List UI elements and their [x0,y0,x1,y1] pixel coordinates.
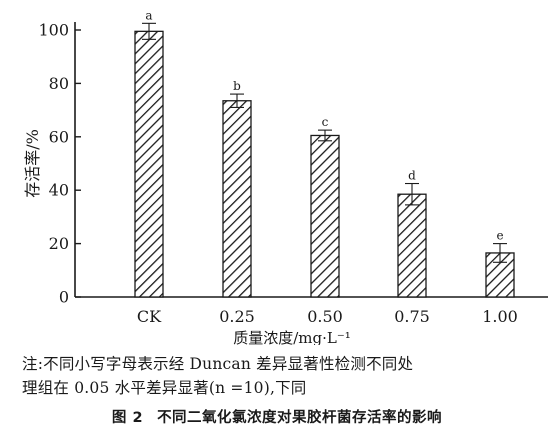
caption-text: 不同二氧化氯浓度对果胶杆菌存活率的影响 [157,410,443,426]
figure-caption: 图 2 不同二氧化氯浓度对果胶杆菌存活率的影响 [0,406,554,427]
y-tick-label: 0 [59,288,69,307]
y-axis-title: 存活率/% [23,129,42,198]
footnote-line-1: 注:不同小写字母表示经 Duncan 差异显著性检测不同处 [22,355,414,373]
x-tick-label: 0.75 [394,307,430,326]
bar [397,193,427,298]
labels-group: 0 20 40 60 80 100 a CK b 0.25 c 0.50 d 0.75 e 1.00 质量浓度/… [23,8,518,345]
significance-letter: a [145,8,152,22]
significance-letter: d [408,169,416,183]
x-axis-title: 质量浓度/mg·L⁻¹ [233,329,351,345]
y-tick-label: 100 [38,21,69,40]
significance-letter: c [322,115,329,129]
bars-group [134,22,515,298]
y-tick-label: 60 [49,127,69,146]
bar [134,30,164,298]
x-tick-label: CK [137,307,162,326]
footnote-line-2: 理组在 0.05 水平差异显著(n =10),下同 [22,379,307,397]
bar [222,100,252,298]
y-tick-label: 20 [49,234,69,253]
bar [310,134,340,298]
significance-letter: e [496,229,503,243]
y-tick-label: 80 [49,74,69,93]
significance-letter: b [233,79,241,93]
x-tick-label: 1.00 [482,307,518,326]
figure-number: 图 2 [111,410,144,426]
x-tick-label: 0.25 [219,307,255,326]
x-tick-label: 0.50 [307,307,343,326]
bar-chart: 0 20 40 60 80 100 a CK b 0.25 c 0.50 d 0.75 e 1.00 质量浓度/… [23,8,548,345]
y-tick-label: 40 [49,181,69,200]
